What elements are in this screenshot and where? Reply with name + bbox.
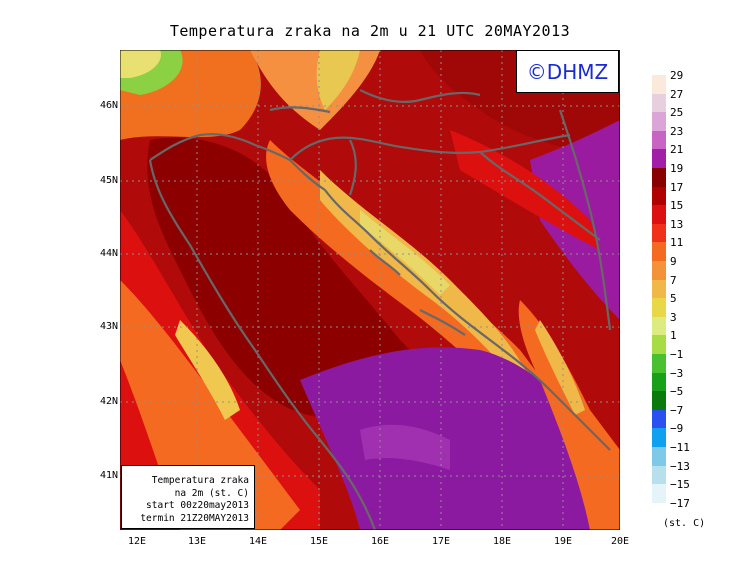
colorbar-swatch xyxy=(652,484,666,503)
colorbar-label: 19 xyxy=(670,162,684,175)
colorbar-label: 5 xyxy=(670,292,677,306)
colorbar-label: −15 xyxy=(670,478,690,492)
colorbar-swatch xyxy=(652,242,666,261)
coastlines xyxy=(148,89,612,530)
lat-tick-42: 42N xyxy=(99,396,118,407)
field-alps-light xyxy=(120,50,161,78)
lat-tick-46: 46N xyxy=(99,100,118,111)
colorbar-label: −11 xyxy=(670,441,690,454)
field-balkan-yellow xyxy=(535,320,585,415)
field-purple-light xyxy=(360,424,450,470)
colorbar-label: 15 xyxy=(670,199,684,213)
colorbar-label: 3 xyxy=(670,310,677,324)
colorbar-swatch xyxy=(652,335,666,354)
lon-tick-16: 16E xyxy=(370,536,390,547)
colorbar-swatch xyxy=(652,112,666,131)
colorbar-label: −3 xyxy=(670,366,684,380)
colorbar-label: −13 xyxy=(670,459,690,473)
info-line-unit: na 2m (st. C) xyxy=(174,487,249,499)
field-balkan-orange xyxy=(518,300,620,530)
colorbar-label: 17 xyxy=(670,180,684,194)
colorbar-label: 25 xyxy=(670,106,684,120)
colorbar-swatch xyxy=(652,428,666,447)
lon-tick-14: 14E xyxy=(248,536,268,547)
colorbar-swatch xyxy=(652,130,666,150)
colorbar-swatch xyxy=(652,149,666,168)
colorbar-swatch xyxy=(652,261,666,280)
field-dinaric-light xyxy=(360,210,450,295)
colorbar-label: 23 xyxy=(670,124,684,138)
colorbar-label: 27 xyxy=(670,87,684,101)
colorbar-label: −9 xyxy=(670,422,684,436)
colorbar-label: −7 xyxy=(670,403,684,417)
colorbar-swatch xyxy=(652,168,666,187)
colorbar-swatch xyxy=(652,465,666,485)
lon-tick-19: 19E xyxy=(553,536,573,547)
colorbar-label: 7 xyxy=(670,273,677,287)
field-south-purple xyxy=(300,347,600,530)
lat-tick-44: 44N xyxy=(99,248,118,259)
field-north-yellow xyxy=(316,50,360,110)
colorbar-label: 11 xyxy=(670,236,684,250)
colorbar-label: 1 xyxy=(670,329,677,343)
lon-tick-18: 18E xyxy=(492,536,512,547)
lat-tick-45: 45N xyxy=(99,175,118,186)
colorbar-swatch xyxy=(652,298,666,317)
colorbar-swatch xyxy=(652,279,666,299)
info-line-start: start 00z20may2013 xyxy=(146,500,249,511)
colorbar-label: 13 xyxy=(670,217,684,231)
lat-tick-41: 41N xyxy=(99,470,118,481)
colorbar-swatch xyxy=(652,502,666,522)
colorbar-label: 9 xyxy=(670,255,677,268)
colorbar-swatch xyxy=(652,186,666,206)
colorbar-swatch xyxy=(652,93,666,113)
colorbar-swatch xyxy=(652,75,666,94)
dhmz-logo: ©DHMZ xyxy=(516,50,619,93)
lon-tick-13: 13E xyxy=(187,536,207,547)
temperature-map xyxy=(120,50,620,530)
colorbar-swatch xyxy=(652,205,666,224)
colorbar-swatch xyxy=(652,372,666,392)
lat-tick-43: 43N xyxy=(99,321,118,332)
colorbar-label: 29 xyxy=(670,69,684,82)
colorbar-swatch xyxy=(652,447,666,466)
field-apennine-yellow xyxy=(175,320,240,420)
colorbar-label: −5 xyxy=(670,385,684,399)
colorbar-swatch xyxy=(652,354,666,373)
lon-tick-12: 12E xyxy=(127,536,147,547)
colorbar-label: −17 xyxy=(670,496,690,510)
colorbar-label: −1 xyxy=(670,348,684,361)
colorbar-swatch xyxy=(652,391,666,410)
field-adriatic xyxy=(147,137,420,419)
lon-tick-20: 20E xyxy=(610,536,630,547)
colorbar-swatch xyxy=(652,223,666,243)
info-line-termin: termin 21Z20MAY2013 xyxy=(140,512,249,524)
map-canvas xyxy=(120,50,620,530)
lon-tick-15: 15E xyxy=(309,536,329,547)
graticule xyxy=(120,50,620,530)
colorbar-unit: (st. C) xyxy=(663,518,706,529)
colorbar-swatch xyxy=(652,409,666,429)
map-title: Temperatura zraka na 2m u 21 UTC 20MAY20… xyxy=(169,22,571,40)
info-box: Temperatura zraka na 2m (st. C) start 00… xyxy=(121,465,255,529)
colorbar-swatch xyxy=(652,316,666,336)
colorbar-label: 21 xyxy=(670,143,684,157)
info-line-variable: Temperatura zraka xyxy=(151,475,249,486)
lon-tick-17: 17E xyxy=(431,536,451,547)
